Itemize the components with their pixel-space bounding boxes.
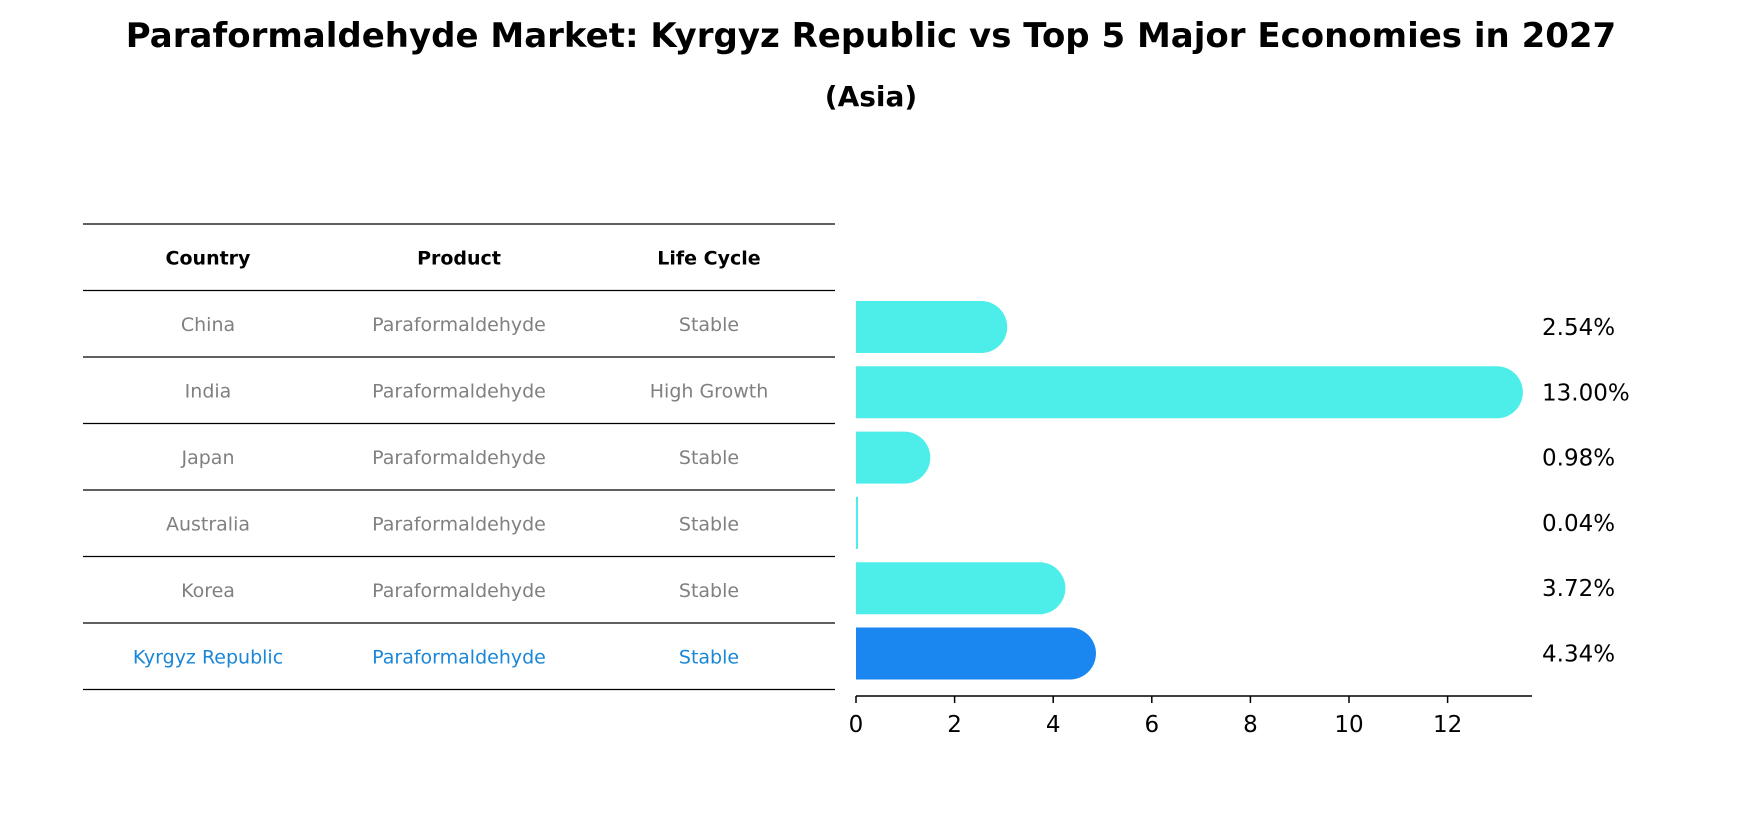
x-tick-label: 12 — [1433, 712, 1462, 738]
table-cell-country: Japan — [181, 447, 235, 469]
table-header: Product — [417, 247, 501, 269]
table-cell-country: India — [185, 380, 232, 402]
bar-china — [856, 301, 1008, 353]
table-header: Life Cycle — [657, 247, 760, 269]
table-cell-life-cycle: Stable — [679, 314, 739, 336]
x-tick-label: 4 — [1046, 712, 1061, 738]
table-cell-product: Paraformaldehyde — [372, 580, 546, 602]
table-cell-product: Paraformaldehyde — [372, 646, 546, 668]
x-tick-label: 10 — [1334, 712, 1363, 738]
table-cell-life-cycle: High Growth — [650, 380, 768, 402]
table-header: Country — [166, 247, 252, 269]
table-cell-product: Paraformaldehyde — [372, 314, 546, 336]
table-cell-life-cycle: Stable — [679, 646, 739, 668]
x-tick-label: 0 — [849, 712, 864, 738]
table-cell-country: Kyrgyz Republic — [133, 646, 283, 668]
chart-title: Paraformaldehyde Market: Kyrgyz Republic… — [125, 16, 1617, 56]
data-label: 4.34% — [1542, 642, 1615, 668]
table-cell-life-cycle: Stable — [679, 580, 739, 602]
bar-korea — [856, 562, 1066, 615]
data-label: 0.98% — [1542, 446, 1615, 472]
x-tick-label: 2 — [947, 712, 962, 738]
table-cell-product: Paraformaldehyde — [372, 513, 546, 535]
x-tick-label: 6 — [1144, 712, 1159, 738]
data-label: 2.54% — [1542, 315, 1615, 341]
chart-subtitle: (Asia) — [824, 80, 918, 113]
data-label: 0.04% — [1542, 511, 1615, 537]
table-cell-life-cycle: Stable — [679, 447, 739, 469]
table-cell-life-cycle: Stable — [679, 513, 739, 535]
x-tick-label: 8 — [1243, 712, 1258, 738]
bar-india — [856, 366, 1523, 419]
bar-kyrgyz-republic — [856, 627, 1096, 680]
data-table: Country Product Life Cycle China Paraformald… — [83, 223, 835, 691]
data-label: 3.72% — [1542, 576, 1615, 602]
table-cell-country: Korea — [181, 580, 235, 602]
data-label: 13.00% — [1542, 380, 1630, 406]
table-cell-product: Paraformaldehyde — [372, 380, 546, 402]
table-cell-country: Australia — [166, 513, 250, 535]
bar-australia — [856, 496, 858, 549]
table-cell-country: China — [181, 314, 235, 336]
table-cell-product: Paraformaldehyde — [372, 447, 546, 469]
bar-japan — [856, 431, 931, 484]
